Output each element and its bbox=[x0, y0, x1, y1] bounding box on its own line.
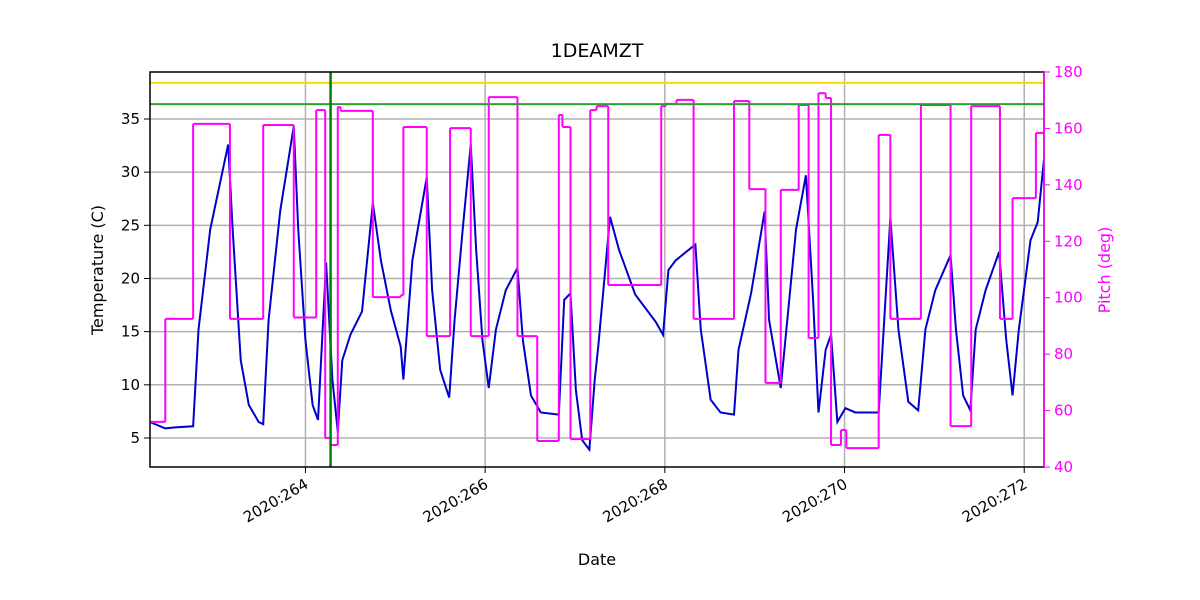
y2-tick-label: 60 bbox=[1054, 402, 1073, 420]
y-axis-label: Temperature (C) bbox=[88, 205, 107, 336]
y2-tick-label: 160 bbox=[1054, 119, 1083, 137]
chart-title: 1DEAMZT bbox=[551, 40, 644, 62]
series-line bbox=[150, 126, 1044, 453]
y2-axis-label: Pitch (deg) bbox=[1095, 227, 1114, 314]
y-tick-label: 15 bbox=[121, 323, 140, 341]
y-tick-label: 35 bbox=[121, 110, 140, 128]
y2-tick-label: 100 bbox=[1054, 289, 1083, 307]
y2-tick-label: 120 bbox=[1054, 232, 1083, 250]
grid bbox=[150, 72, 1044, 467]
y2-tick-label: 180 bbox=[1054, 63, 1083, 81]
y2-tick-label: 40 bbox=[1054, 458, 1073, 476]
x-axis-label: Date bbox=[578, 550, 616, 569]
y-tick-label: 30 bbox=[121, 163, 140, 181]
y-tick-label: 10 bbox=[121, 376, 140, 394]
y2-tick-label: 140 bbox=[1054, 176, 1083, 194]
plot-area bbox=[150, 72, 1044, 467]
y-tick-label: 20 bbox=[121, 269, 140, 287]
y-tick-label: 5 bbox=[130, 429, 140, 447]
y2-tick-label: 80 bbox=[1054, 345, 1073, 363]
y-tick-label: 25 bbox=[121, 216, 140, 234]
